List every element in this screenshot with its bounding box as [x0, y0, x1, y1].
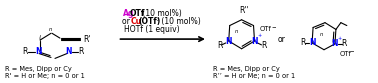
Text: −: −	[271, 24, 276, 29]
Text: or: or	[277, 35, 285, 44]
Text: N: N	[225, 37, 232, 45]
Text: R: R	[261, 41, 266, 50]
Text: OTf: OTf	[130, 9, 145, 18]
Text: or: or	[122, 17, 133, 26]
Text: (OTf): (OTf)	[138, 17, 161, 26]
Text: n: n	[319, 32, 323, 37]
Text: ₂: ₂	[156, 17, 159, 22]
Text: n: n	[48, 27, 52, 32]
Text: HOTf (1 equiv): HOTf (1 equiv)	[124, 25, 180, 34]
Text: N: N	[35, 47, 41, 56]
Text: −: −	[350, 49, 355, 54]
Text: R' = H or Me; n = 0 or 1: R' = H or Me; n = 0 or 1	[5, 73, 85, 79]
Text: Ag: Ag	[122, 9, 134, 18]
Text: +: +	[257, 33, 262, 38]
Text: N: N	[66, 47, 72, 56]
Text: +: +	[338, 36, 342, 41]
Text: R'': R''	[239, 6, 248, 15]
Text: R: R	[301, 38, 306, 47]
Text: R = Mes, Dipp or Cy: R = Mes, Dipp or Cy	[213, 66, 280, 72]
Text: n: n	[235, 29, 239, 34]
Text: R: R	[217, 41, 223, 50]
Text: N: N	[332, 39, 338, 48]
Text: N: N	[251, 37, 258, 45]
Text: R: R	[23, 47, 28, 56]
Text: OTf: OTf	[259, 26, 271, 32]
Text: Cu: Cu	[130, 17, 141, 26]
Text: R: R	[78, 47, 84, 56]
Text: (: (	[39, 35, 42, 41]
Text: N: N	[309, 38, 315, 47]
Text: R’’ = H or Me; n = 0 or 1: R’’ = H or Me; n = 0 or 1	[213, 73, 295, 79]
Text: R': R'	[83, 35, 90, 44]
Text: OTf: OTf	[340, 51, 352, 57]
Text: R = Mes, Dipp or Cy: R = Mes, Dipp or Cy	[5, 66, 72, 72]
Text: R: R	[341, 39, 347, 48]
Text: (10 mol%): (10 mol%)	[159, 17, 201, 26]
Text: (10 mol%): (10 mol%)	[140, 9, 182, 18]
